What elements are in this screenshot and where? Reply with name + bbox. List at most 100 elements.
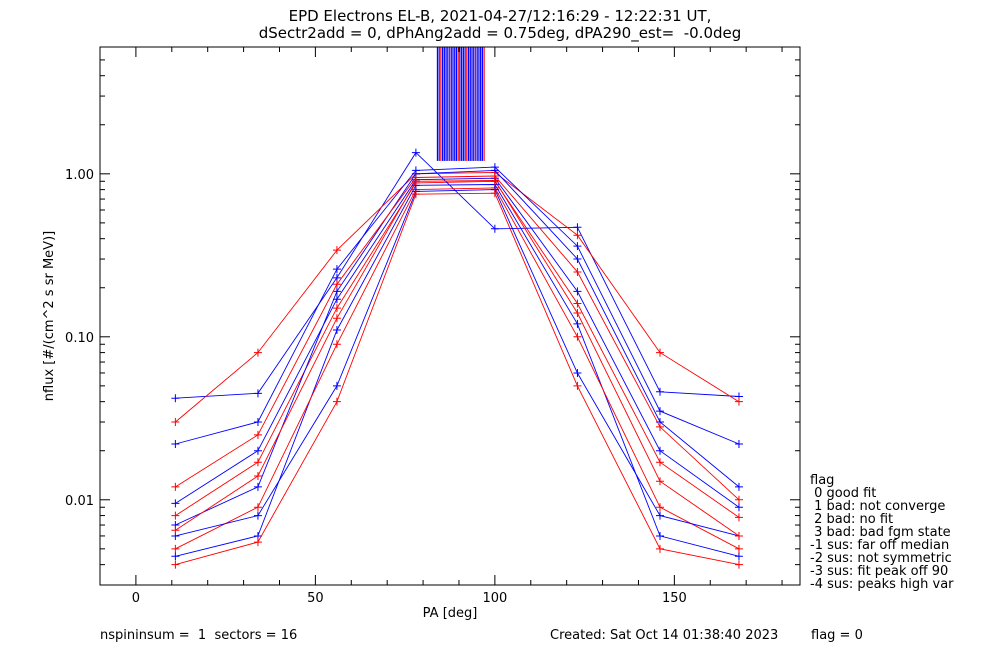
data-point xyxy=(656,458,664,467)
series-line xyxy=(175,151,740,399)
data-point xyxy=(411,190,420,199)
data-point xyxy=(573,223,582,232)
x-tick-label: 100 xyxy=(482,591,507,606)
data-point xyxy=(656,511,664,520)
series-line xyxy=(175,180,740,518)
series-line xyxy=(175,187,740,550)
data-point xyxy=(171,552,180,561)
y-tick-label: 0.10 xyxy=(65,331,94,346)
data-point xyxy=(573,299,582,308)
data-point xyxy=(332,304,341,313)
data-point xyxy=(734,531,743,540)
data-point xyxy=(253,511,262,520)
data-point xyxy=(490,176,499,185)
legend-title: flag xyxy=(810,473,835,488)
data-point xyxy=(734,560,743,569)
data-point xyxy=(656,503,664,512)
data-point xyxy=(573,267,582,276)
data-point xyxy=(332,340,341,349)
data-point xyxy=(171,439,180,448)
x-tick-label: 150 xyxy=(662,591,687,606)
x-tick-label: 50 xyxy=(307,591,324,606)
data-point xyxy=(490,224,499,233)
data-point xyxy=(656,544,664,553)
data-point xyxy=(573,381,582,390)
legend-item: 2 bad: no fit xyxy=(810,512,894,527)
data-point xyxy=(253,430,262,439)
x-tick-label: 0 xyxy=(132,591,140,606)
legend-item: 0 good fit xyxy=(810,486,877,501)
data-point xyxy=(332,397,341,406)
series-line xyxy=(175,171,740,423)
data-point xyxy=(573,231,582,240)
data-point xyxy=(171,418,180,427)
data-point xyxy=(734,544,743,553)
series-line xyxy=(175,175,740,501)
data-point xyxy=(332,381,341,390)
data-point xyxy=(411,148,420,157)
footer-flag: flag = 0 xyxy=(811,628,863,643)
data-point xyxy=(656,422,664,431)
data-point xyxy=(734,552,743,561)
footer-sectors: nspininsum = 1 sectors = 16 xyxy=(100,628,298,643)
data-point xyxy=(656,477,664,486)
data-point xyxy=(171,482,180,491)
data-point xyxy=(656,348,664,357)
data-point xyxy=(573,255,582,264)
data-point xyxy=(332,295,341,304)
y-tick-label: 0.01 xyxy=(65,494,94,509)
data-point xyxy=(573,242,582,251)
data-point xyxy=(490,189,499,198)
y-tick-label: 1.00 xyxy=(65,168,94,183)
data-point xyxy=(332,287,341,296)
data-point xyxy=(171,526,180,535)
data-point xyxy=(332,280,341,289)
data-point xyxy=(411,166,420,175)
y-axis-label: nflux [#/(cm^2 s sr MeV)] xyxy=(42,231,57,401)
data-point xyxy=(332,246,341,255)
data-point xyxy=(253,389,262,398)
legend-item: 3 bad: bad fgm state xyxy=(810,525,951,540)
legend-item: -4 sus: peaks high var xyxy=(810,577,954,592)
data-point xyxy=(332,265,341,274)
data-point xyxy=(171,544,180,553)
series-line xyxy=(175,184,740,557)
legend-item: 1 bad: not converge xyxy=(810,499,946,514)
plot-frame xyxy=(99,46,801,586)
data-point xyxy=(573,332,582,341)
data-point xyxy=(734,495,743,504)
data-point xyxy=(490,163,499,172)
data-point xyxy=(253,538,262,547)
fit-curve-black xyxy=(215,174,710,534)
series-line xyxy=(175,177,740,508)
data-point xyxy=(253,482,262,491)
data-point xyxy=(171,499,180,508)
data-point xyxy=(253,458,262,467)
data-point xyxy=(656,531,664,540)
series-line xyxy=(175,166,740,445)
data-point xyxy=(734,482,743,491)
data-point xyxy=(734,513,743,522)
data-point xyxy=(332,314,341,323)
data-point xyxy=(734,503,743,512)
data-point xyxy=(171,560,180,569)
data-point xyxy=(656,387,664,396)
series-line xyxy=(175,169,740,526)
footer-created: Created: Sat Oct 14 01:38:40 2023 xyxy=(550,628,779,643)
data-point xyxy=(171,511,180,520)
data-point xyxy=(573,319,582,328)
data-point xyxy=(573,368,582,377)
legend-item: -1 sus: far off median xyxy=(810,538,950,553)
data-point xyxy=(171,394,180,403)
data-point xyxy=(656,407,664,416)
data-point xyxy=(656,446,664,455)
series-line xyxy=(175,189,740,537)
x-axis-label: PA [deg] xyxy=(423,606,478,621)
data-point xyxy=(253,446,262,455)
chart-title-line2: dSectr2add = 0, dPhAng2add = 0.75deg, dP… xyxy=(258,24,742,42)
chart-title-line1: EPD Electrons EL-B, 2021-04-27/12:16:29 … xyxy=(288,7,712,25)
data-point xyxy=(253,418,262,427)
data-point xyxy=(573,287,582,296)
legend-item: -2 sus: not symmetric xyxy=(810,551,952,566)
